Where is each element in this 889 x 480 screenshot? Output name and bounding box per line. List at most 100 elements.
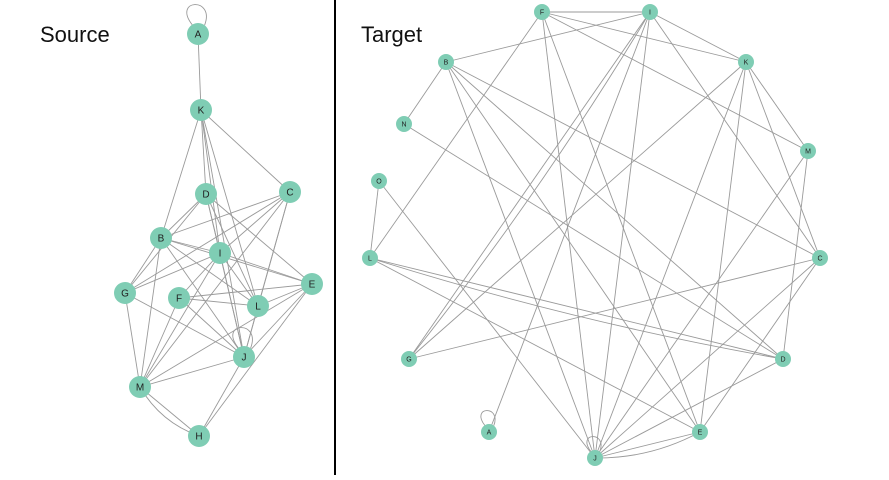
source-edge-I-E [219, 252, 313, 285]
target-node-N: N [396, 116, 412, 132]
source-node-label: B [158, 234, 165, 245]
source-node-label: E [309, 280, 316, 291]
target-edge-B-C [445, 61, 821, 259]
source-node-circle [187, 23, 209, 45]
target-edge-B-E [445, 61, 701, 433]
target-node-I: I [642, 4, 658, 20]
target-node-D: D [775, 351, 791, 367]
source-node-circle [247, 295, 269, 317]
target-node-A: A [481, 424, 497, 440]
target-node-circle [371, 173, 387, 189]
source-node-circle [129, 376, 151, 398]
target-edge-L-D [369, 257, 784, 360]
source-node-circle [209, 242, 231, 264]
source-edge-K-C [200, 109, 291, 193]
source-node-label: G [121, 289, 129, 300]
source-node-label: A [195, 30, 202, 41]
target-edge-K-C [745, 61, 821, 259]
source-edges [124, 4, 313, 437]
source-edge-K-L [200, 109, 259, 307]
source-panel-title: Source [40, 22, 110, 47]
target-edge-K-J [594, 61, 747, 459]
source-edge-E-F [178, 283, 313, 299]
target-edge-I-J [594, 11, 651, 459]
target-node-circle [401, 351, 417, 367]
target-node-label: N [401, 122, 406, 129]
source-node-K: K [190, 99, 212, 121]
target-edge-E-J [594, 431, 701, 459]
target-node-label: G [406, 357, 411, 364]
source-nodes: A K D C B I E G F L J M H [114, 23, 323, 447]
source-node-label: J [242, 353, 247, 364]
target-node-K: K [738, 54, 754, 70]
source-edge-I-J [219, 252, 245, 358]
source-node-circle [114, 282, 136, 304]
source-edge-K-I [200, 109, 221, 254]
target-node-label: C [817, 256, 822, 263]
target-node-B: B [438, 54, 454, 70]
target-node-label: A [487, 430, 492, 437]
source-edge-E-H [198, 283, 313, 437]
source-edge-F-M [139, 297, 180, 388]
source-node-circle [279, 181, 301, 203]
target-node-label: J [593, 456, 597, 463]
target-node-circle [396, 116, 412, 132]
target-edge-B-I [445, 11, 651, 63]
target-edge-B-J [445, 61, 596, 459]
source-edge-E-M [139, 283, 313, 388]
target-edge-L-E [369, 257, 701, 433]
target-node-J: J [587, 450, 603, 466]
target-node-F: F [534, 4, 550, 20]
source-node-H: H [188, 425, 210, 447]
target-edge-N-D [403, 123, 784, 360]
target-node-circle [642, 4, 658, 20]
panel-divider [334, 0, 336, 475]
target-edge-K-M [745, 61, 809, 152]
source-node-circle [195, 183, 217, 205]
source-edge-E-J [243, 283, 313, 358]
target-edge-O-L [369, 180, 380, 259]
source-edge-J-J [232, 327, 253, 349]
target-edge-L-D [369, 257, 784, 360]
source-node-B: B [150, 227, 172, 249]
target-edge-I-A [488, 11, 651, 433]
source-edge-G-M [124, 292, 141, 388]
target-node-label: E [698, 430, 703, 437]
target-panel-title: Target [361, 22, 423, 47]
source-node-M: M [129, 376, 151, 398]
target-edge-I-G [408, 11, 651, 360]
source-edge-C-B [160, 191, 291, 239]
source-node-circle [233, 346, 255, 368]
target-edge-F-E [541, 11, 701, 433]
source-node-G: G [114, 282, 136, 304]
target-edge-M-D [782, 150, 809, 360]
target-edge-C-J [594, 257, 821, 459]
source-edge-K-D [200, 109, 207, 195]
source-node-A: A [187, 23, 209, 45]
source-node-label: M [136, 383, 144, 394]
source-node-L: L [247, 295, 269, 317]
source-edge-B-E [160, 237, 313, 285]
target-edge-F-J [541, 11, 596, 459]
source-node-circle [150, 227, 172, 249]
target-edge-K-E [699, 61, 747, 433]
source-edge-D-L [205, 193, 259, 307]
target-node-circle [534, 4, 550, 20]
source-edge-F-L [178, 297, 259, 307]
source-edge-C-M [139, 191, 291, 388]
target-edge-F-L [369, 11, 543, 259]
target-edge-J-E [594, 431, 701, 459]
target-node-circle [438, 54, 454, 70]
target-node-C: C [812, 250, 828, 266]
target-edge-A-A [480, 410, 496, 426]
target-node-circle [481, 424, 497, 440]
target-node-label: K [744, 60, 749, 67]
target-node-O: O [371, 173, 387, 189]
target-node-label: D [780, 357, 785, 364]
target-node-circle [812, 250, 828, 266]
target-node-label: M [805, 149, 811, 156]
source-node-label: L [255, 302, 261, 313]
target-edge-D-J [594, 358, 784, 459]
